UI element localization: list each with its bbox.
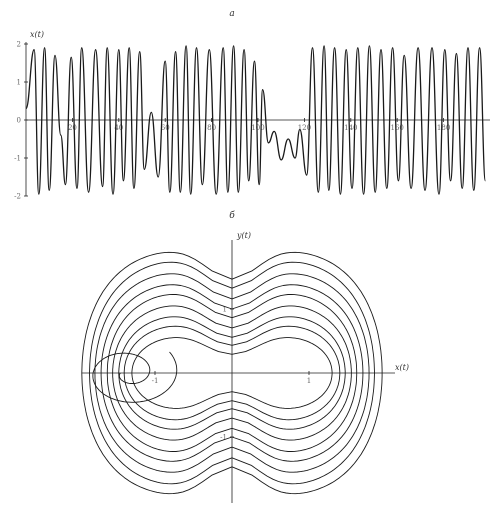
phase-orbit [123, 325, 341, 421]
x-tick-label-a: 180 [437, 124, 450, 132]
phase-orbit [106, 294, 358, 452]
y-tick-label-a: -1 [14, 155, 21, 163]
transient-spiral [92, 351, 178, 403]
x-tick-label-a: 20 [68, 124, 77, 132]
x-tick-label-a: 40 [114, 124, 123, 132]
phase-orbit [81, 251, 383, 495]
x-axis-title-b: x(t) [395, 363, 409, 372]
x-tick-label-a: 60 [161, 124, 170, 132]
panel-a-label: а [229, 9, 234, 19]
phase-orbit [89, 261, 375, 485]
y-tick-label-b: -1 [220, 434, 227, 442]
phase-orbits [81, 251, 383, 495]
panel-a: а x(t) 20 40 60 80 100 120 140 160 180 2 1 0 -1 -2 [14, 9, 490, 201]
y-tick-label-a: 0 [17, 117, 21, 125]
y-tick-label-a: -2 [14, 193, 21, 201]
x-tick-label-a: 140 [344, 124, 357, 132]
x-tick-label-a: 100 [251, 124, 264, 132]
x-tick-label-a: 120 [298, 124, 311, 132]
x-tick-label-a: 80 [207, 124, 216, 132]
y-tick-label-a: 2 [17, 41, 21, 49]
ticks-a: 20 40 60 80 100 120 140 160 180 2 1 0 -1 -2 [14, 41, 450, 201]
phase-orbit [118, 316, 346, 430]
phase-orbit [112, 305, 352, 441]
phase-orbit [100, 284, 364, 462]
panel-b-label: б [229, 210, 235, 221]
panel-b: б x(t) y(t) -1 1 1 -1 [81, 210, 409, 503]
x-tick-label-a: 160 [391, 124, 404, 132]
y-tick-label-a: 1 [17, 79, 21, 87]
phase-orbit [131, 337, 333, 409]
phase-orbit [94, 273, 370, 473]
series-x-line [25, 45, 487, 195]
y-tick-label-b: 1 [223, 306, 227, 314]
y-axis-title-a: x(t) [30, 30, 44, 39]
x-tick-label-b: -1 [152, 377, 159, 385]
y-axis-title-b: y(t) [236, 231, 251, 240]
x-tick-label-b: 1 [307, 377, 311, 385]
